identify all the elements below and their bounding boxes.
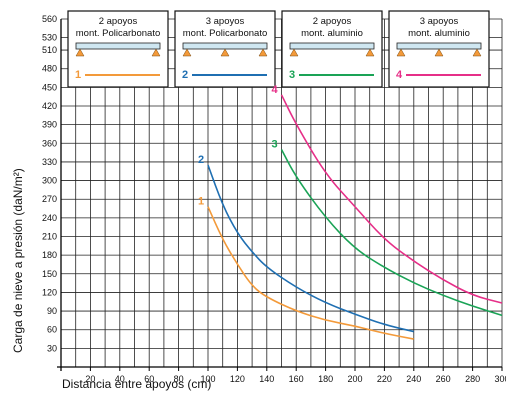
y-tick-label: 560 (42, 14, 57, 24)
legend-box-subtitle: mont. Policarbonato (76, 28, 161, 39)
y-tick-label: 120 (42, 287, 57, 297)
series-label-4: 4 (272, 84, 279, 96)
series-label-1: 1 (198, 196, 204, 208)
legend-beam (75, 42, 161, 50)
legend-box-title: 3 apoyos (420, 16, 459, 27)
y-tick-label: 390 (42, 120, 57, 130)
x-tick-label: 80 (174, 374, 184, 384)
series-line-2 (207, 164, 414, 333)
support-triangle (434, 48, 444, 57)
legend-beam (289, 42, 375, 50)
legend-series-number: 2 (182, 69, 188, 81)
series-layer: 1 2 3 4 (198, 84, 503, 340)
x-axis-label: Distancia entre apoyos (cm) (62, 377, 211, 391)
y-tick-label: 330 (42, 157, 57, 167)
y-tick-label: 150 (42, 269, 57, 279)
x-tick-label: 220 (377, 374, 392, 384)
series-line-1 (207, 206, 414, 340)
legend-box-subtitle: mont. aluminio (408, 28, 470, 39)
x-tick-label: 200 (347, 374, 362, 384)
support-triangle (365, 48, 375, 57)
support-triangle (182, 48, 192, 57)
y-axis-label: Carga de nieve a presión (daN/m²) (11, 168, 25, 353)
legend-series-number: 4 (396, 69, 403, 81)
legend-box-title: 3 apoyos (206, 16, 245, 27)
y-tick-label: 270 (42, 194, 57, 204)
y-tick-label: 240 (42, 213, 57, 223)
support-triangle (258, 48, 268, 57)
y-tick-label: 450 (42, 82, 57, 92)
y-tick-label: 90 (47, 306, 57, 316)
axes: 3060901201501802102402703003303603904204… (42, 14, 506, 384)
x-tick-label: 100 (200, 374, 215, 384)
legend-beam (396, 42, 482, 50)
x-tick-label: 140 (259, 374, 274, 384)
legend-series-number: 1 (75, 69, 81, 81)
legend-beam (182, 42, 268, 50)
legend-series-number: 3 (289, 69, 295, 81)
y-tick-label: 420 (42, 101, 57, 111)
y-tick-label: 180 (42, 250, 57, 260)
x-tick-label: 240 (406, 374, 421, 384)
y-tick-label: 480 (42, 64, 57, 74)
series-label-2: 2 (198, 154, 204, 166)
x-tick-label: 180 (318, 374, 333, 384)
y-tick-label: 360 (42, 138, 57, 148)
x-tick-label: 160 (289, 374, 304, 384)
x-tick-label: 120 (230, 374, 245, 384)
legend-box-subtitle: mont. aluminio (301, 28, 363, 39)
series-label-3: 3 (272, 139, 278, 151)
y-tick-label: 530 (42, 33, 57, 43)
support-triangle (396, 48, 406, 57)
support-triangle (472, 48, 482, 57)
x-tick-label: 20 (85, 374, 95, 384)
y-tick-label: 210 (42, 232, 57, 242)
x-tick-label: 260 (436, 374, 451, 384)
series-line-4 (280, 94, 503, 304)
x-tick-label: 300 (494, 374, 506, 384)
y-tick-label: 30 (47, 343, 57, 353)
series-line-3 (280, 149, 503, 317)
support-triangle (75, 48, 85, 57)
y-tick-label: 60 (47, 325, 57, 335)
x-tick-label: 280 (465, 374, 480, 384)
support-triangle (289, 48, 299, 57)
x-tick-label: 60 (144, 374, 154, 384)
legend-box-subtitle: mont. Policarbonato (183, 28, 268, 39)
x-tick-label: 40 (115, 374, 125, 384)
y-tick-label: 510 (42, 45, 57, 55)
y-tick-label: 300 (42, 176, 57, 186)
legend-box-title: 2 apoyos (99, 16, 138, 27)
support-triangle (220, 48, 230, 57)
support-triangle (151, 48, 161, 57)
legend-box-title: 2 apoyos (313, 16, 352, 27)
